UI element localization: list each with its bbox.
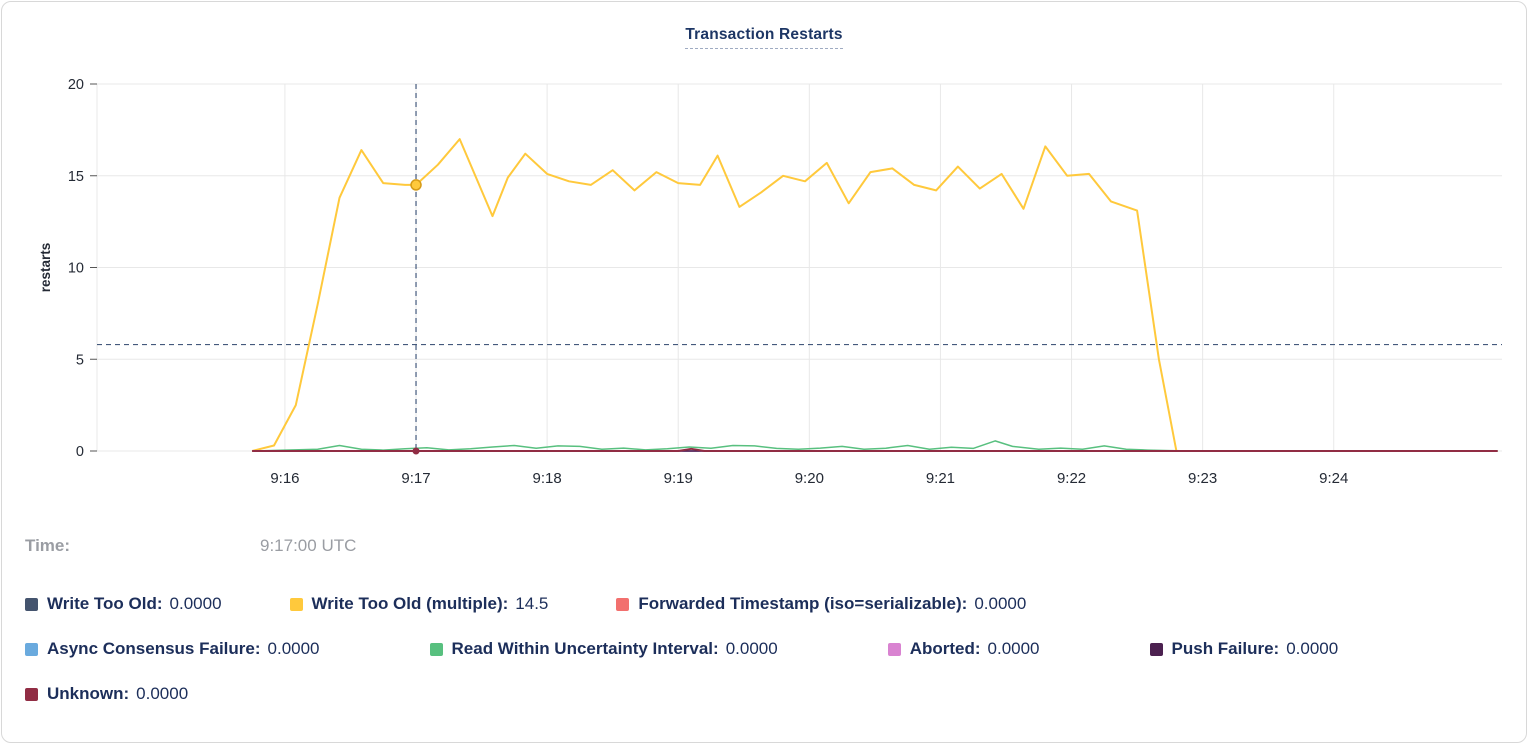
hover-time-label: Time: [25,536,71,555]
svg-text:9:23: 9:23 [1188,470,1217,487]
legend-item: Write Too Old (multiple): 14.5 [289,594,549,614]
svg-text:5: 5 [76,352,84,368]
legend-swatch [429,642,443,656]
legend-label: Unknown: [47,684,130,703]
legend-label: Forwarded Timestamp (iso=serializable): [638,594,968,613]
svg-text:9:16: 9:16 [270,470,299,487]
legend-item: Async Consensus Failure: 0.0000 [25,639,320,659]
chart-legend: Write Too Old: 0.0000 Write Too Old (multi… [25,593,1505,728]
svg-text:20: 20 [68,77,84,93]
legend-row: Write Too Old: 0.0000 Write Too Old (multi… [25,593,1505,615]
legend-item: Push Failure: 0.0000 [1149,639,1339,659]
legend-value: 0.0000 [1286,639,1339,658]
legend-item: Aborted: 0.0000 [887,639,1040,659]
legend-item: Write Too Old: 0.0000 [25,594,222,614]
legend-row: Unknown: 0.0000 [25,683,1505,705]
svg-text:10: 10 [68,261,84,277]
legend-label: Write Too Old: [47,594,163,613]
legend-label: Write Too Old (multiple): [311,594,509,613]
legend-value: 0.0000 [725,639,778,658]
legend-swatch [887,642,901,656]
svg-text:0: 0 [76,444,84,460]
legend-value: 0.0000 [987,639,1040,658]
legend-label: Read Within Uncertainty Interval: [451,639,719,658]
svg-text:9:22: 9:22 [1057,470,1086,487]
legend-swatch [616,597,630,611]
chart-title-wrap: Transaction Restarts [2,26,1526,49]
chart-title[interactable]: Transaction Restarts [685,26,843,49]
legend-label: Aborted: [909,639,981,658]
svg-text:restarts: restarts [38,243,53,293]
legend-label: Async Consensus Failure: [47,639,261,658]
legend-value: 14.5 [515,594,549,613]
hover-time-row: Time: 9:17:00 UTC [25,536,356,556]
legend-swatch [25,597,38,611]
legend-value: 0.0000 [267,639,320,658]
legend-swatch [25,642,38,656]
hover-time-value: 9:17:00 UTC [260,536,357,555]
legend-label: Push Failure: [1171,639,1280,658]
legend-value: 0.0000 [974,594,1027,613]
legend-swatch [1149,642,1163,656]
legend-value: 0.0000 [136,684,189,703]
legend-swatch [25,687,38,701]
svg-text:9:20: 9:20 [795,470,824,487]
svg-text:9:17: 9:17 [401,470,430,487]
legend-swatch [289,597,303,611]
transaction-restarts-chart[interactable]: 0 5 10 15 20 9:16 9:17 9:18 9:19 9:20 9:21 9:22 9:23… [2,74,1527,504]
legend-row: Async Consensus Failure: 0.0000 Read Withi… [25,638,1505,660]
legend-value: 0.0000 [169,594,222,613]
svg-text:9:24: 9:24 [1319,470,1348,487]
svg-text:15: 15 [68,169,84,185]
svg-text:9:19: 9:19 [664,470,693,487]
svg-text:9:21: 9:21 [926,470,955,487]
legend-item: Forwarded Timestamp (iso=serializable): 0… [616,594,1026,614]
legend-item: Read Within Uncertainty Interval: 0.0000 [429,639,778,659]
svg-text:9:18: 9:18 [533,470,562,487]
legend-item: Unknown: 0.0000 [25,684,188,704]
